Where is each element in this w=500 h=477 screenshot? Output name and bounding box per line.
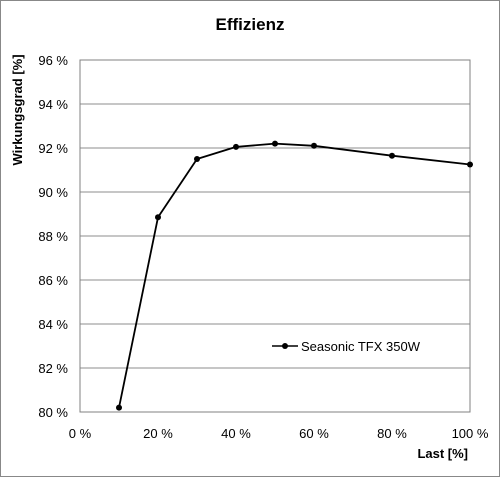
x-tick-label: 100 % <box>452 426 489 441</box>
series-layer <box>116 140 473 411</box>
y-tick-label: 82 % <box>38 361 68 376</box>
y-axis-tick-labels: 80 % 82 % 84 % 86 % 88 % 90 % 92 % 94 % 96 % <box>38 53 68 420</box>
y-axis-title: Wirkungsgrad [%] <box>10 54 25 165</box>
x-axis-tick-labels: 0 % 20 % 40 % 60 % 80 % 100 % <box>69 426 489 441</box>
x-tick-label: 80 % <box>377 426 407 441</box>
data-point <box>233 143 239 150</box>
series-line-0 <box>118 142 471 408</box>
legend: Seasonic TFX 350W <box>272 339 421 354</box>
data-point <box>467 161 473 168</box>
x-axis-title: Last [%] <box>417 446 468 461</box>
y-tick-label: 88 % <box>38 229 68 244</box>
plot-area-frame <box>79 59 471 413</box>
data-point <box>194 156 200 162</box>
y-tick-label: 92 % <box>38 141 68 156</box>
x-tick-label: 40 % <box>221 426 251 441</box>
x-tick-label: 0 % <box>69 426 92 441</box>
y-tick-label: 94 % <box>38 97 68 112</box>
y-tick-label: 80 % <box>38 405 68 420</box>
data-point <box>116 404 122 411</box>
data-point <box>272 140 278 147</box>
y-tick-label: 96 % <box>38 53 68 68</box>
x-tick-label: 20 % <box>143 426 173 441</box>
y-tick-label: 86 % <box>38 273 68 288</box>
legend-entry-label: Seasonic TFX 350W <box>301 339 421 354</box>
data-point <box>155 214 161 221</box>
x-tick-label: 60 % <box>299 426 329 441</box>
data-point <box>311 142 317 149</box>
chart-title: Effizienz <box>216 15 285 34</box>
y-tick-label: 90 % <box>38 185 68 200</box>
legend-point-marker <box>282 343 288 349</box>
y-tick-label: 84 % <box>38 317 68 332</box>
data-point <box>389 152 395 159</box>
